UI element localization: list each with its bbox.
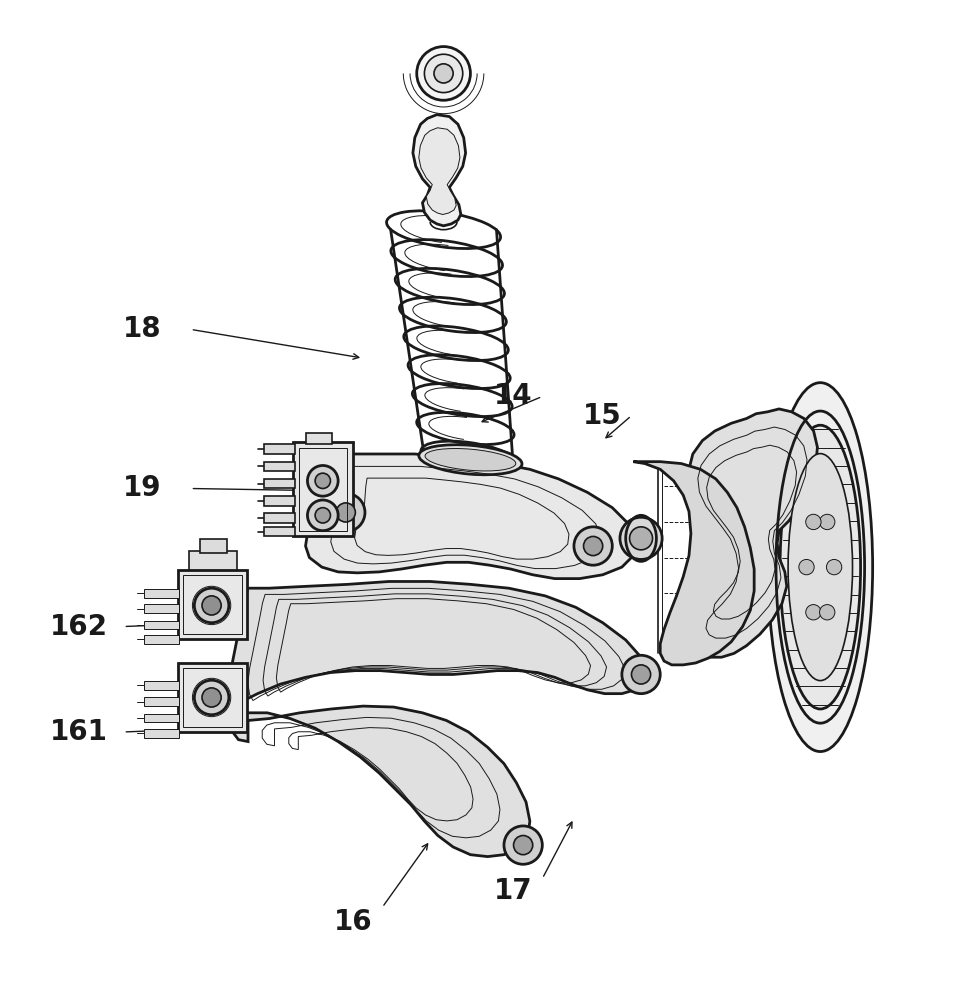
Bar	[182, 668, 242, 727]
Circle shape	[424, 54, 463, 93]
Circle shape	[315, 473, 330, 488]
Bar	[200, 539, 227, 553]
Bar	[182, 575, 242, 634]
Text: 15: 15	[584, 402, 622, 430]
Polygon shape	[228, 581, 648, 706]
Circle shape	[315, 508, 330, 523]
Bar	[264, 527, 295, 536]
Ellipse shape	[780, 425, 860, 709]
Circle shape	[326, 493, 365, 532]
Circle shape	[799, 559, 814, 575]
Bar	[178, 663, 247, 732]
Bar	[299, 448, 347, 531]
Bar	[145, 697, 179, 706]
Bar	[145, 681, 179, 690]
Bar	[264, 444, 295, 454]
Circle shape	[827, 559, 842, 575]
Circle shape	[805, 514, 821, 530]
Circle shape	[504, 826, 542, 864]
Circle shape	[630, 527, 653, 550]
Text: 18: 18	[123, 315, 162, 343]
Text: 14: 14	[494, 382, 533, 410]
Bar	[264, 513, 295, 523]
Polygon shape	[413, 115, 466, 226]
Ellipse shape	[419, 445, 522, 475]
Circle shape	[202, 688, 221, 707]
Ellipse shape	[788, 454, 852, 681]
Circle shape	[574, 527, 612, 565]
Polygon shape	[305, 454, 636, 579]
Circle shape	[632, 665, 651, 684]
Bar	[264, 462, 295, 471]
Text: 162: 162	[50, 613, 108, 641]
Bar	[293, 442, 352, 536]
Bar	[145, 604, 179, 613]
Circle shape	[307, 465, 338, 496]
Circle shape	[584, 536, 603, 556]
Circle shape	[620, 517, 662, 559]
Text: 17: 17	[494, 877, 533, 905]
Bar	[145, 635, 179, 644]
Circle shape	[514, 836, 533, 855]
Text: 161: 161	[50, 718, 108, 746]
Circle shape	[820, 605, 835, 620]
Circle shape	[202, 596, 221, 615]
Bar	[145, 729, 179, 738]
Polygon shape	[634, 462, 755, 665]
Bar	[188, 551, 236, 572]
Bar	[145, 621, 179, 629]
Polygon shape	[419, 128, 460, 215]
Ellipse shape	[425, 449, 516, 471]
Circle shape	[336, 503, 355, 522]
Bar	[145, 589, 179, 598]
Polygon shape	[232, 706, 530, 857]
Circle shape	[622, 655, 660, 694]
Circle shape	[820, 514, 835, 530]
Circle shape	[307, 500, 338, 531]
Bar	[264, 496, 295, 506]
Text: 16: 16	[334, 908, 372, 936]
Bar	[264, 479, 295, 488]
Bar	[145, 714, 179, 722]
Text: 19: 19	[123, 474, 162, 502]
Polygon shape	[689, 409, 817, 657]
Bar	[178, 570, 247, 639]
Circle shape	[194, 680, 228, 715]
Circle shape	[805, 605, 821, 620]
Circle shape	[417, 47, 470, 100]
Bar	[305, 433, 332, 444]
Ellipse shape	[768, 383, 873, 752]
Circle shape	[434, 64, 453, 83]
Circle shape	[194, 588, 228, 623]
